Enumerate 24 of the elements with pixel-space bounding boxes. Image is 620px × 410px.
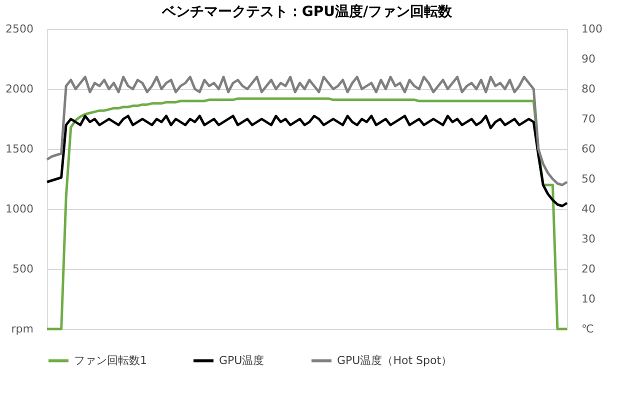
y-tick-label: 500	[12, 262, 34, 276]
y2-tick-label: 10	[582, 292, 596, 306]
y2-tick-label: 100	[582, 22, 602, 36]
legend-label: GPU温度（Hot Spot）	[337, 354, 452, 367]
y2-tick-label: 60	[582, 142, 596, 156]
line-series	[46, 97, 568, 330]
y-tick-label: 1000	[6, 202, 34, 216]
y2-tick-label: ℃	[582, 322, 594, 336]
y2-tick-label: 70	[582, 112, 596, 126]
y2-tick-label: 40	[582, 202, 596, 216]
y2-tick-label: 20	[582, 262, 596, 276]
chart-title: ベンチマークテスト：GPU温度/ファン回転数	[160, 3, 454, 20]
y2-tick-label: 90	[582, 52, 596, 66]
y2-tick-label: 50	[582, 172, 596, 186]
legend-label: ファン回転数1	[74, 354, 147, 367]
y-tick-label: rpm	[11, 322, 34, 336]
y-tick-label: 2500	[6, 22, 34, 36]
y-tick-label: 1500	[6, 142, 34, 156]
legend-label: GPU温度	[219, 354, 264, 367]
y-tick-label: 2000	[6, 82, 34, 96]
y2-tick-label: 30	[582, 232, 596, 246]
line-series	[46, 114, 568, 208]
y2-tick-label: 80	[582, 82, 596, 96]
line-series	[46, 76, 568, 186]
